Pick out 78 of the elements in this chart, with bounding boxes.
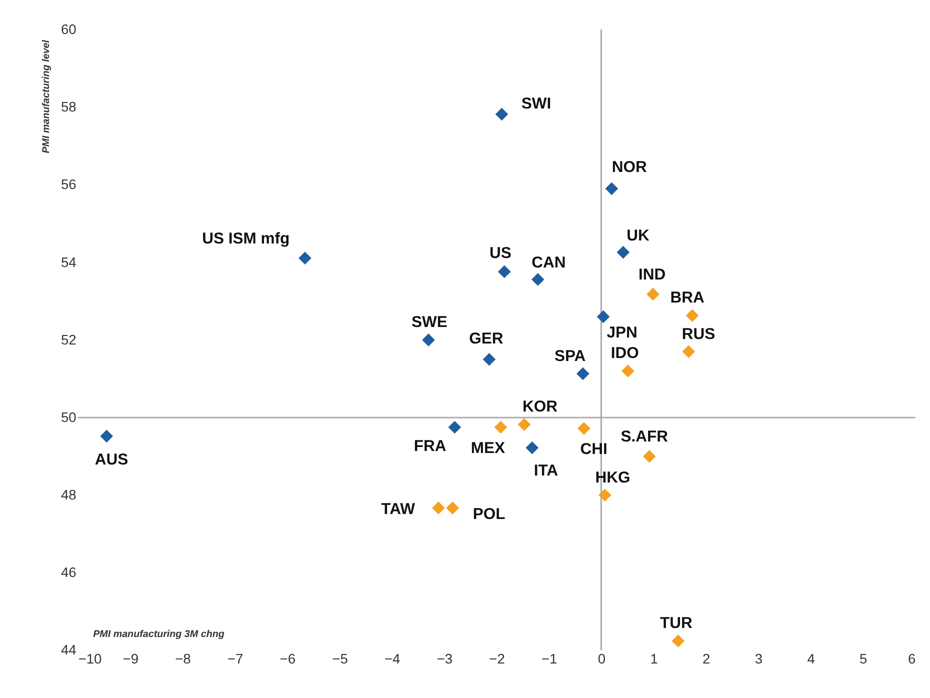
y-tick-label: 50 bbox=[61, 410, 77, 425]
x-tick-label: 6 bbox=[908, 652, 916, 667]
annotation: CAN bbox=[532, 254, 566, 272]
point bbox=[518, 418, 531, 431]
annotation: SPA bbox=[554, 348, 586, 365]
y-tick-label: 48 bbox=[61, 488, 77, 503]
point bbox=[682, 345, 696, 358]
x-tick-label: −8 bbox=[175, 652, 192, 667]
point bbox=[596, 310, 610, 324]
x-tick-label: 3 bbox=[754, 652, 763, 667]
point bbox=[598, 488, 612, 502]
annotation: UK bbox=[626, 227, 650, 244]
x-tick-label: −10 bbox=[78, 652, 102, 667]
point bbox=[448, 420, 462, 434]
point bbox=[100, 430, 114, 443]
point bbox=[646, 288, 660, 301]
annotation: TUR bbox=[660, 615, 693, 632]
point bbox=[446, 502, 459, 514]
x-tick-label: 5 bbox=[860, 652, 868, 667]
point bbox=[494, 420, 508, 434]
annotation: FRA bbox=[414, 438, 446, 455]
annotation: POL bbox=[472, 506, 506, 523]
annotation: US ISM mfg bbox=[202, 230, 290, 248]
point bbox=[576, 367, 590, 380]
annotation: SWE bbox=[412, 314, 448, 332]
x-tick-label: −7 bbox=[227, 652, 244, 667]
point bbox=[432, 502, 445, 514]
point bbox=[422, 334, 435, 346]
x-tick-label: −2 bbox=[489, 652, 505, 667]
y-tick-label: 58 bbox=[61, 100, 77, 115]
annotation: S.AFR bbox=[620, 428, 669, 446]
point bbox=[621, 364, 634, 378]
x-tick-label: 4 bbox=[807, 652, 816, 667]
point bbox=[642, 450, 656, 463]
y-tick-label: 60 bbox=[61, 22, 77, 38]
x-tick-label: −1 bbox=[541, 652, 558, 667]
x-tick-label: −6 bbox=[280, 652, 296, 667]
point bbox=[686, 309, 699, 322]
x-tick-label: 0 bbox=[598, 652, 606, 667]
point bbox=[482, 352, 496, 366]
point bbox=[531, 273, 544, 286]
x-axis-title: PMI manufacturing 3M chng bbox=[93, 629, 224, 640]
point bbox=[605, 182, 618, 196]
y-tick-label: 46 bbox=[61, 565, 77, 580]
annotation: SWI bbox=[521, 95, 552, 112]
point bbox=[526, 441, 539, 454]
point bbox=[578, 422, 590, 435]
x-tick-label: −3 bbox=[436, 652, 453, 667]
y-tick-label: 52 bbox=[61, 332, 76, 348]
x-tick-label: 1 bbox=[650, 652, 658, 667]
annotation: NOR bbox=[612, 158, 648, 176]
annotation: TAW bbox=[381, 500, 416, 518]
annotation: US bbox=[489, 244, 512, 262]
y-tick-label: 44 bbox=[61, 642, 77, 658]
point bbox=[298, 252, 312, 265]
point bbox=[616, 246, 630, 259]
annotation: IND bbox=[638, 266, 666, 284]
point bbox=[672, 634, 685, 648]
annotation: GER bbox=[469, 330, 504, 348]
x-tick-label: −9 bbox=[122, 652, 139, 667]
x-tick-label: 2 bbox=[702, 652, 710, 667]
annotation: HKG bbox=[595, 469, 630, 486]
y-tick-label: 54 bbox=[61, 254, 77, 270]
annotation: ITA bbox=[534, 462, 558, 480]
annotation: CHI bbox=[580, 441, 608, 458]
x-tick-label: −4 bbox=[384, 652, 401, 667]
y-axis-title: PMI manufacturing level bbox=[40, 40, 52, 154]
x-tick-label: −5 bbox=[332, 652, 348, 667]
annotation: AUS bbox=[94, 452, 128, 469]
point bbox=[498, 265, 511, 278]
annotation: KOR bbox=[522, 398, 558, 416]
point bbox=[495, 108, 508, 121]
annotation: RUS bbox=[682, 326, 716, 343]
annotation: BRA bbox=[670, 290, 704, 307]
annotation: JPN bbox=[606, 324, 638, 342]
annotation: MEX bbox=[470, 440, 506, 457]
y-tick-label: 56 bbox=[61, 177, 77, 192]
annotation: IDO bbox=[610, 345, 639, 362]
